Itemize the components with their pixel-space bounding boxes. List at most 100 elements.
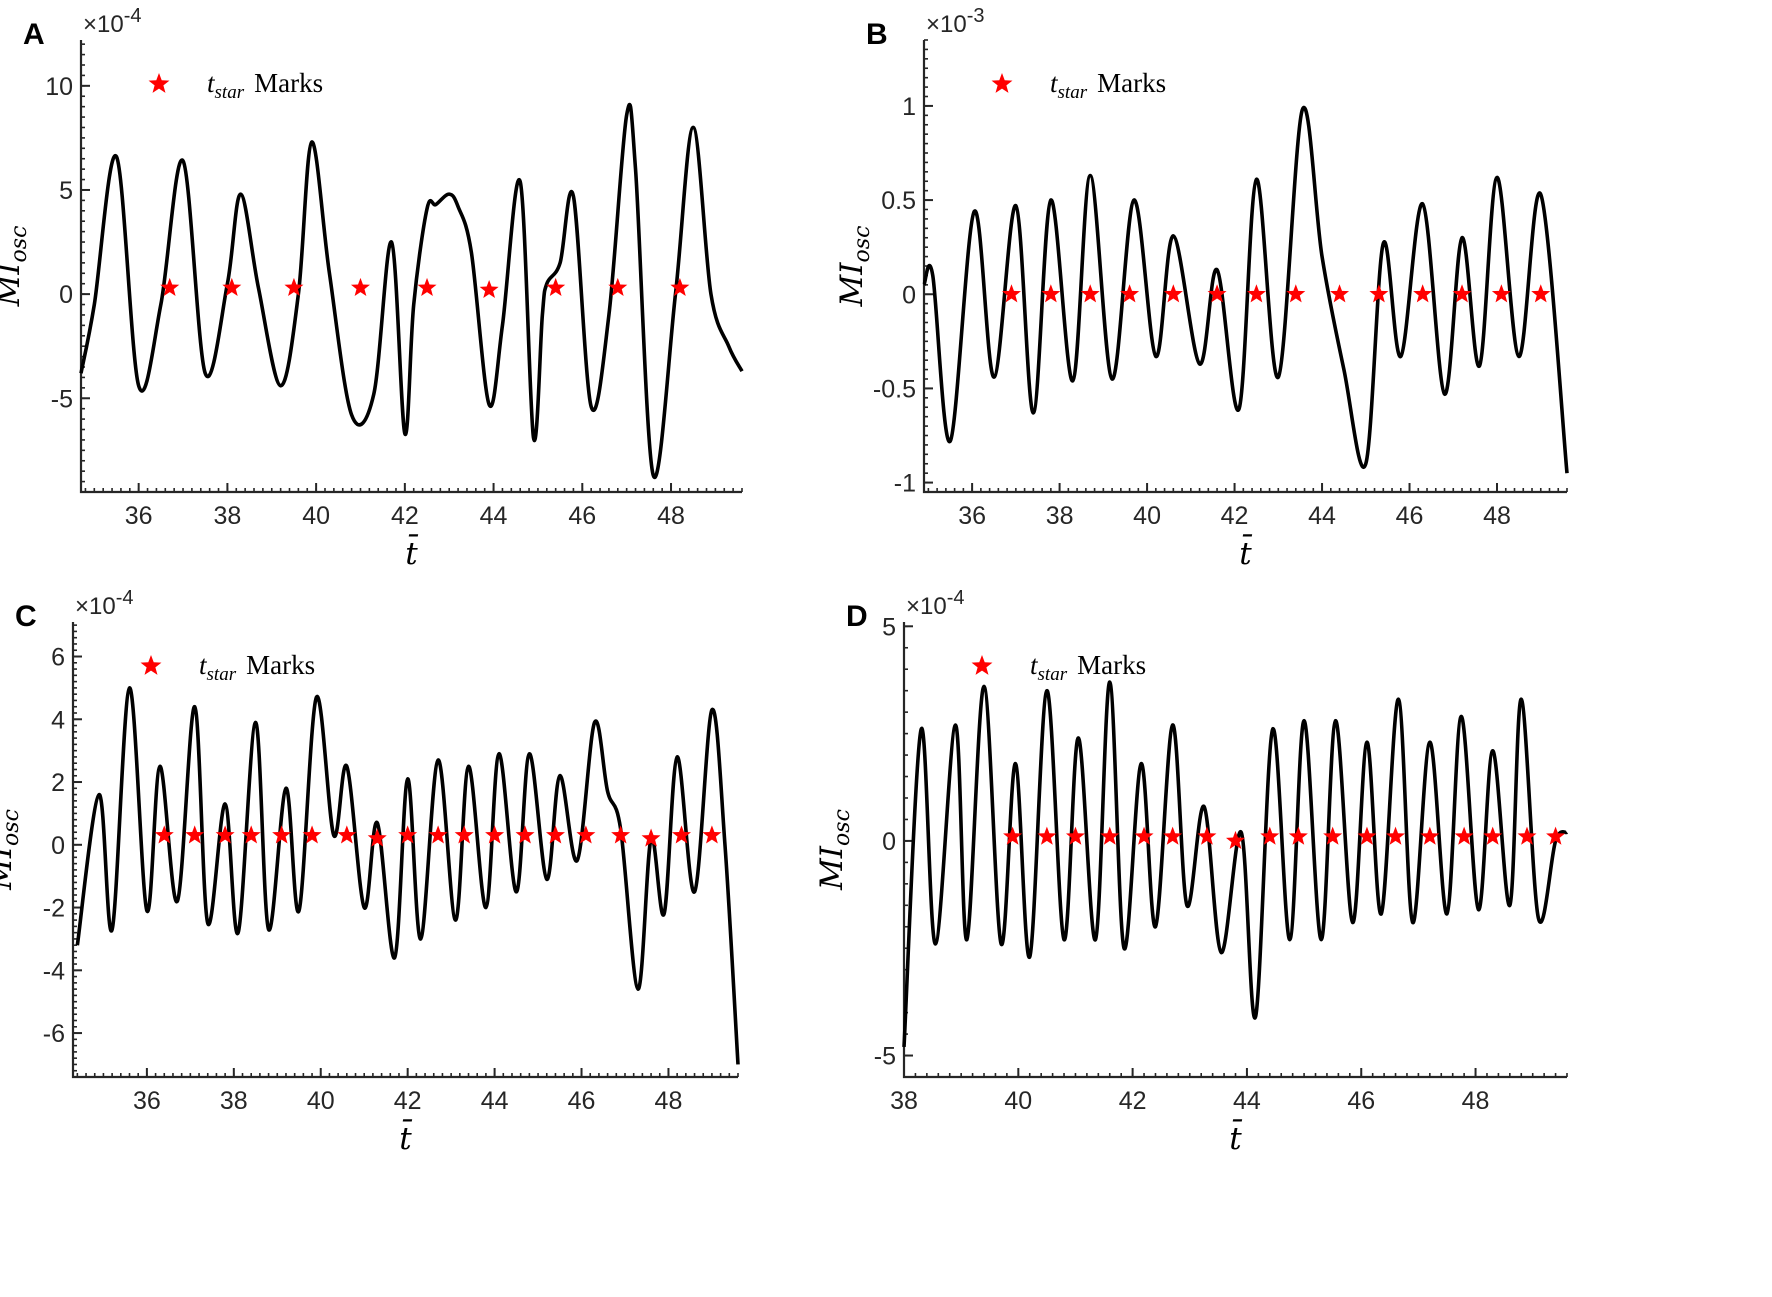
star-marker [1286, 284, 1306, 303]
star-marker [1163, 826, 1183, 845]
legend-label: tstar Marks [1050, 68, 1166, 103]
legend-label: tstar Marks [1030, 650, 1146, 685]
exponent-label: ×10-4 [83, 5, 142, 38]
exponent-label: ×10-4 [906, 587, 965, 620]
star-marker [1134, 826, 1154, 845]
exponent-label: ×10-4 [75, 587, 134, 620]
star-marker [1207, 284, 1227, 303]
star-marker [454, 825, 474, 844]
star-marker [417, 277, 437, 296]
star-marker [702, 825, 722, 844]
x-tick-label: 42 [394, 1087, 422, 1115]
panel-letter: D [846, 600, 868, 633]
y-tick-label: 0.5 [881, 187, 916, 215]
star-marker [350, 277, 370, 296]
star-marker [1163, 284, 1183, 303]
x-tick-label: 48 [1483, 502, 1511, 530]
star-marker [185, 825, 205, 844]
star-marker [1080, 284, 1100, 303]
star-marker [546, 277, 566, 296]
star-marker [485, 825, 505, 844]
y-tick-label: 0 [902, 281, 916, 309]
y-tick-label: -0.5 [873, 375, 916, 403]
panel-b: 36 38 40 42 44 46 48 -1 -0.5 0 0.5 1 ×10-3 Bt̄ MIosc ts… [834, 5, 1569, 572]
x-tick-label: 38 [213, 502, 241, 530]
panel-d: 38 40 42 44 46 48 -5 0 5 ×10-4 Dt̄ MIosc tstar Marks [814, 587, 1569, 1157]
star-marker [1531, 284, 1551, 303]
star-marker [1003, 826, 1023, 845]
star-marker [1483, 826, 1503, 845]
x-tick-label: 46 [568, 502, 596, 530]
x-tick-label: 36 [958, 502, 986, 530]
star-marker [671, 825, 692, 844]
legend-star-icon [971, 655, 993, 675]
star-marker [576, 825, 596, 844]
star-marker [154, 825, 174, 844]
x-tick-label: 48 [655, 1087, 683, 1115]
axis-lines [79, 40, 742, 494]
legend-label: tstar Marks [199, 650, 315, 685]
x-tick-label: 44 [1308, 502, 1336, 530]
x-tick-label: 40 [307, 1087, 335, 1115]
series-line [79, 102, 744, 480]
x-tick-label: 42 [1119, 1087, 1147, 1115]
y-tick-label: -5 [51, 385, 73, 413]
series-line [922, 105, 1569, 474]
star-marker [1246, 284, 1266, 303]
star-marker [1517, 826, 1537, 845]
star-marker [545, 825, 565, 844]
star-marker [215, 825, 235, 844]
x-tick-label: 38 [1046, 502, 1074, 530]
y-axis-label: MIosc [834, 226, 875, 308]
star-marker [1100, 826, 1120, 845]
y-axis-label: MIosc [0, 226, 32, 308]
legend-star-icon [991, 73, 1013, 93]
star-marker [1323, 826, 1343, 845]
y-axis-label: MIosc [0, 809, 24, 891]
panel-letter: B [866, 18, 888, 51]
series-line [75, 686, 740, 1065]
star-marker [1369, 284, 1389, 303]
y-tick-label: 0 [59, 281, 73, 309]
x-axis-label: t̄ [1239, 533, 1252, 572]
y-tick-label: 10 [45, 73, 73, 101]
star-marker [515, 825, 535, 844]
star-marker [1065, 826, 1085, 845]
panel-a: 36 38 40 42 44 46 48 -5 0 5 10 ×10-4 At̄ MIosc tstar Ma… [0, 5, 744, 572]
x-tick-label: 38 [890, 1087, 918, 1115]
y-tick-label: -2 [43, 895, 65, 923]
star-marker [1386, 826, 1406, 845]
star-marker [1225, 830, 1246, 850]
star-marker [1037, 826, 1057, 845]
x-axis-label: t̄ [399, 1118, 412, 1157]
star-marker [284, 277, 304, 296]
star-marker [641, 828, 661, 847]
star-marker [1197, 826, 1217, 845]
y-tick-label: 5 [882, 613, 896, 641]
star-marker [1288, 826, 1308, 845]
y-tick-label: -6 [43, 1020, 65, 1048]
star-marker [272, 825, 292, 844]
star-marker [1120, 284, 1140, 303]
x-tick-label: 48 [1462, 1087, 1490, 1115]
star-marker [1041, 284, 1061, 303]
star-marker [479, 279, 499, 299]
x-tick-label: 46 [568, 1087, 596, 1115]
x-tick-label: 44 [480, 502, 508, 530]
star-marker [1330, 284, 1350, 303]
star-marker [608, 277, 628, 296]
y-tick-label: 6 [51, 644, 65, 672]
star-marker [222, 277, 242, 296]
star-marker [1001, 284, 1021, 303]
y-tick-label: -4 [43, 957, 65, 985]
y-tick-label: -1 [894, 470, 916, 498]
axis-lines [71, 622, 738, 1079]
star-marker [1491, 284, 1511, 303]
panel-c: 36 38 40 42 44 46 48-6-4-20246×10-4Ct̄MIosctst… [0, 587, 740, 1157]
star-marker [1546, 826, 1566, 845]
exponent-label: ×10-3 [926, 5, 985, 38]
x-tick-label: 40 [1004, 1087, 1032, 1115]
legend-star-icon [148, 73, 170, 93]
star-marker [1420, 826, 1440, 845]
